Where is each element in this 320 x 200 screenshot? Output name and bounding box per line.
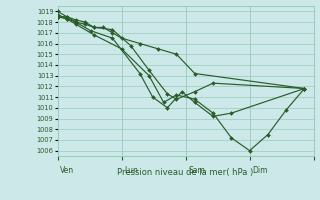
X-axis label: Pression niveau de la mer( hPa ): Pression niveau de la mer( hPa ): [117, 168, 254, 177]
Text: Ven: Ven: [60, 166, 75, 175]
Text: Lun: Lun: [124, 166, 138, 175]
Text: Dim: Dim: [252, 166, 268, 175]
Text: Sam: Sam: [188, 166, 205, 175]
